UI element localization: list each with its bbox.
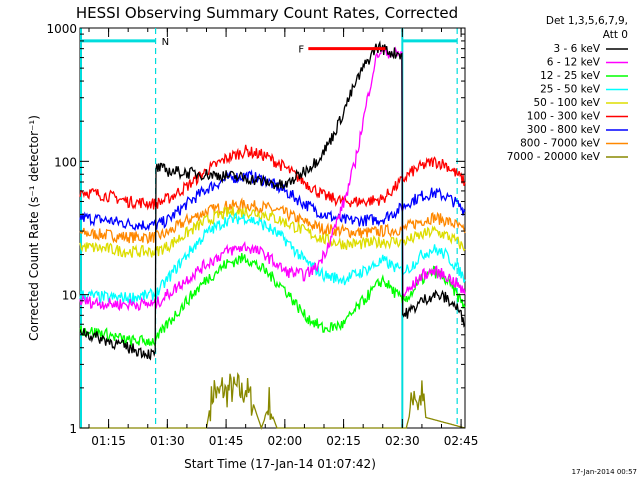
series-layer [79, 40, 466, 430]
series-100-300-kevline [79, 144, 466, 211]
y-tick-label: 1 [69, 422, 77, 436]
legend-header-line-2: Att 0 [603, 29, 628, 41]
legend-label: 800 - 7000 keV [520, 138, 601, 150]
legend-label: 100 - 300 keV [527, 111, 601, 123]
series-3-6-kevline [79, 40, 466, 361]
legend-label: 12 - 25 keV [540, 70, 601, 82]
x-tick-label: 02:30 [385, 434, 420, 448]
legend-header-line-1: Det 1,3,5,6,7,9, [546, 15, 628, 27]
markers-layer: NF [80, 37, 458, 56]
chart-title: HESSI Observing Summary Count Rates, Cor… [76, 4, 458, 22]
legend-label: 6 - 12 keV [547, 57, 601, 69]
x-tick-label: 01:45 [209, 434, 244, 448]
series-50-100-kevline [79, 206, 466, 258]
series-6-12-kevline [79, 45, 466, 312]
y-axis-label: Corrected Count Rate (s⁻¹ detector⁻¹) [27, 115, 41, 341]
y-tick-label: 1000 [46, 22, 77, 36]
x-tick-label: 01:30 [150, 434, 185, 448]
legend-label: 7000 - 20000 keV [507, 151, 601, 163]
series-25-50-kevline [79, 211, 466, 305]
series-12-25-kevline [79, 253, 466, 347]
legend-label: 25 - 50 keV [540, 84, 601, 96]
y-tick-label: 100 [54, 155, 77, 169]
y-tick-label: 10 [62, 289, 77, 303]
legend: Det 1,3,5,6,7,9, Att 0 3 - 6 keV 6 - 12 k… [507, 15, 628, 163]
x-tick-label: 01:15 [91, 434, 126, 448]
series-7000-20000-kevline [80, 371, 466, 430]
x-axis: 01:15 01:30 01:45 02:00 02:15 02:30 02:45 [88, 28, 479, 448]
legend-label: 50 - 100 keV [533, 97, 600, 109]
x-tick-label: 02:00 [268, 434, 303, 448]
footer-timestamp: 17-Jan-2014 00:57 [572, 468, 637, 476]
series-800-7000-kevline [79, 197, 466, 245]
x-axis-label: Start Time (17-Jan-14 01:07:42) [184, 457, 376, 471]
y-axis: 1 10 100 1000 [46, 22, 465, 436]
x-tick-label: 02:45 [444, 434, 479, 448]
x-tick-label: 02:15 [326, 434, 361, 448]
series-300-800-kevline [79, 169, 466, 232]
legend-label: 300 - 800 keV [527, 124, 601, 136]
legend-label: 3 - 6 keV [553, 43, 600, 55]
marker-n-label: N [162, 37, 169, 48]
marker-f-label: F [298, 45, 304, 56]
